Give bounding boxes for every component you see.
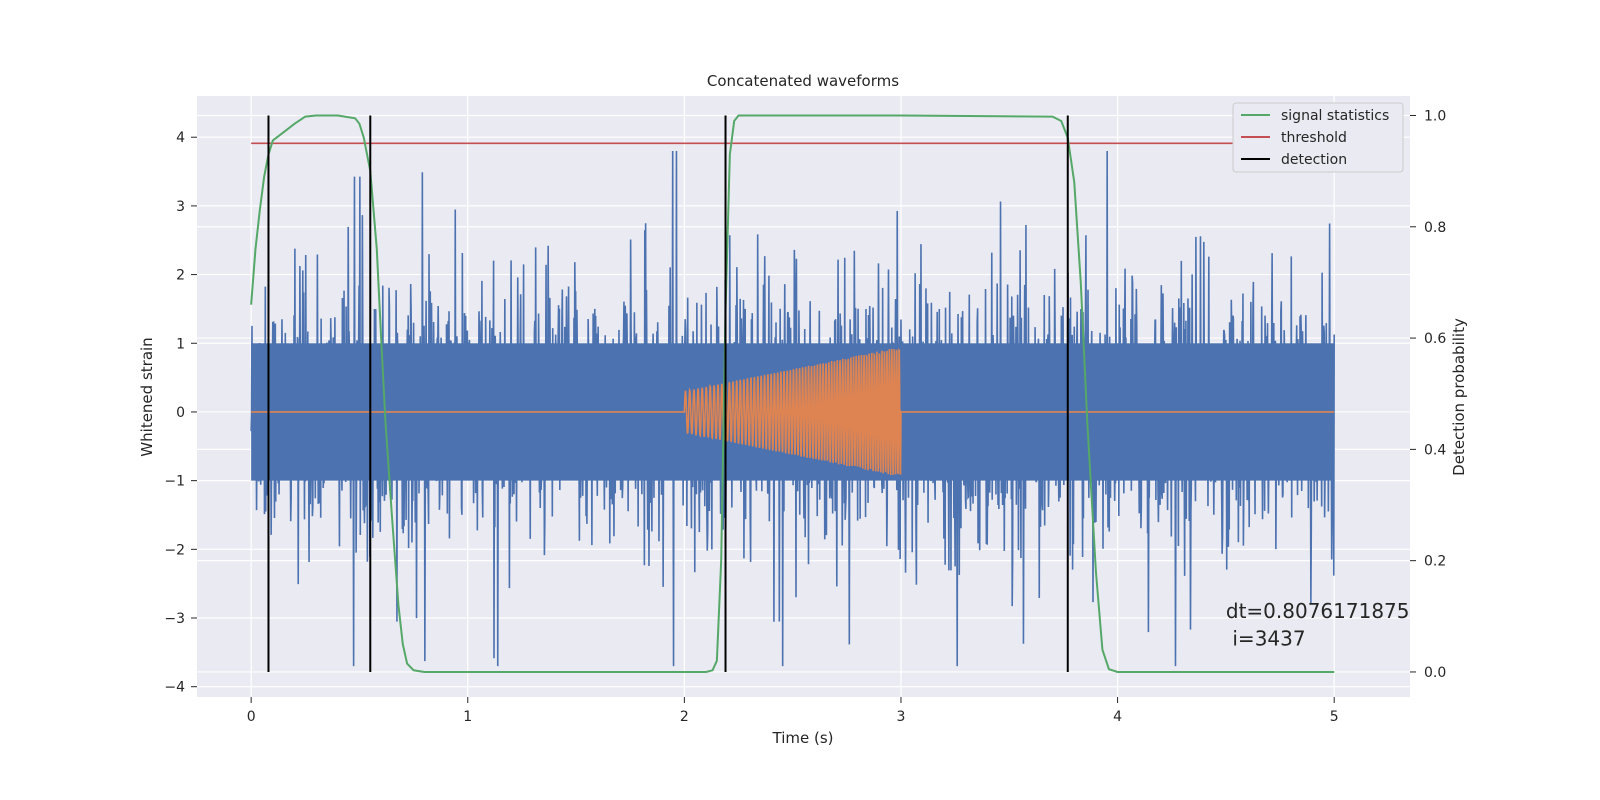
x-axis-label: Time (s) bbox=[772, 729, 834, 747]
x-tick-label-5: 5 bbox=[1330, 709, 1339, 725]
y-tick-label-5: 1 bbox=[176, 336, 185, 352]
x-tick-label-0: 0 bbox=[247, 709, 256, 725]
y-right-tick-label-0: 0.0 bbox=[1424, 665, 1446, 681]
y-tick-label-4: 0 bbox=[176, 405, 185, 421]
annotation-i: i=3437 bbox=[1232, 626, 1305, 650]
y-tick-label-7: 3 bbox=[176, 199, 185, 215]
y-tick-label-3: −1 bbox=[164, 474, 185, 490]
signal-statistics-line bbox=[250, 114, 1335, 673]
y-tick-label-2: −2 bbox=[164, 542, 185, 558]
x-tick-label-4: 4 bbox=[1113, 709, 1122, 725]
chirp-line bbox=[251, 347, 1335, 476]
legend-label-signal-statistics: signal statistics bbox=[1281, 108, 1389, 124]
y-tick-label-0: −4 bbox=[164, 680, 185, 696]
y-axis-right-label: Detection probability bbox=[1450, 318, 1468, 476]
ticks: 0 1 2 3 4 5 −4 −3 −2 −1 0 1 2 3 4 0.0 0.2 0.4 0.6 0.8 1.0 bbox=[164, 108, 1446, 725]
y-right-tick-label-2: 0.4 bbox=[1424, 442, 1446, 458]
y-right-tick-label-5: 1.0 bbox=[1424, 108, 1446, 124]
x-tick-label-1: 1 bbox=[463, 709, 472, 725]
y-axis-label: Whitened strain bbox=[138, 337, 156, 456]
x-tick-label-3: 3 bbox=[897, 709, 906, 725]
annotation-dt: dt=0.8076171875 bbox=[1226, 599, 1410, 623]
chart-title: Concatenated waveforms bbox=[707, 72, 899, 90]
y-tick-label-1: −3 bbox=[164, 611, 185, 627]
y-tick-label-8: 4 bbox=[176, 130, 185, 146]
y-right-tick-label-4: 0.8 bbox=[1424, 220, 1446, 236]
y-right-tick-label-3: 0.6 bbox=[1424, 331, 1446, 347]
legend: signal statistics threshold detection bbox=[1232, 102, 1404, 173]
detection-lines bbox=[267, 115, 1069, 672]
annotations: dt=0.8076171875 i=3437 bbox=[1226, 599, 1410, 650]
legend-label-threshold: threshold bbox=[1281, 130, 1347, 146]
y-tick-label-6: 2 bbox=[176, 268, 185, 284]
legend-label-detection: detection bbox=[1281, 152, 1347, 168]
chirp-series bbox=[251, 347, 1335, 476]
x-tick-label-2: 2 bbox=[680, 709, 689, 725]
signal-statistics-series bbox=[250, 114, 1335, 673]
y-right-tick-label-1: 0.2 bbox=[1424, 554, 1446, 570]
legend-box bbox=[1232, 102, 1404, 173]
